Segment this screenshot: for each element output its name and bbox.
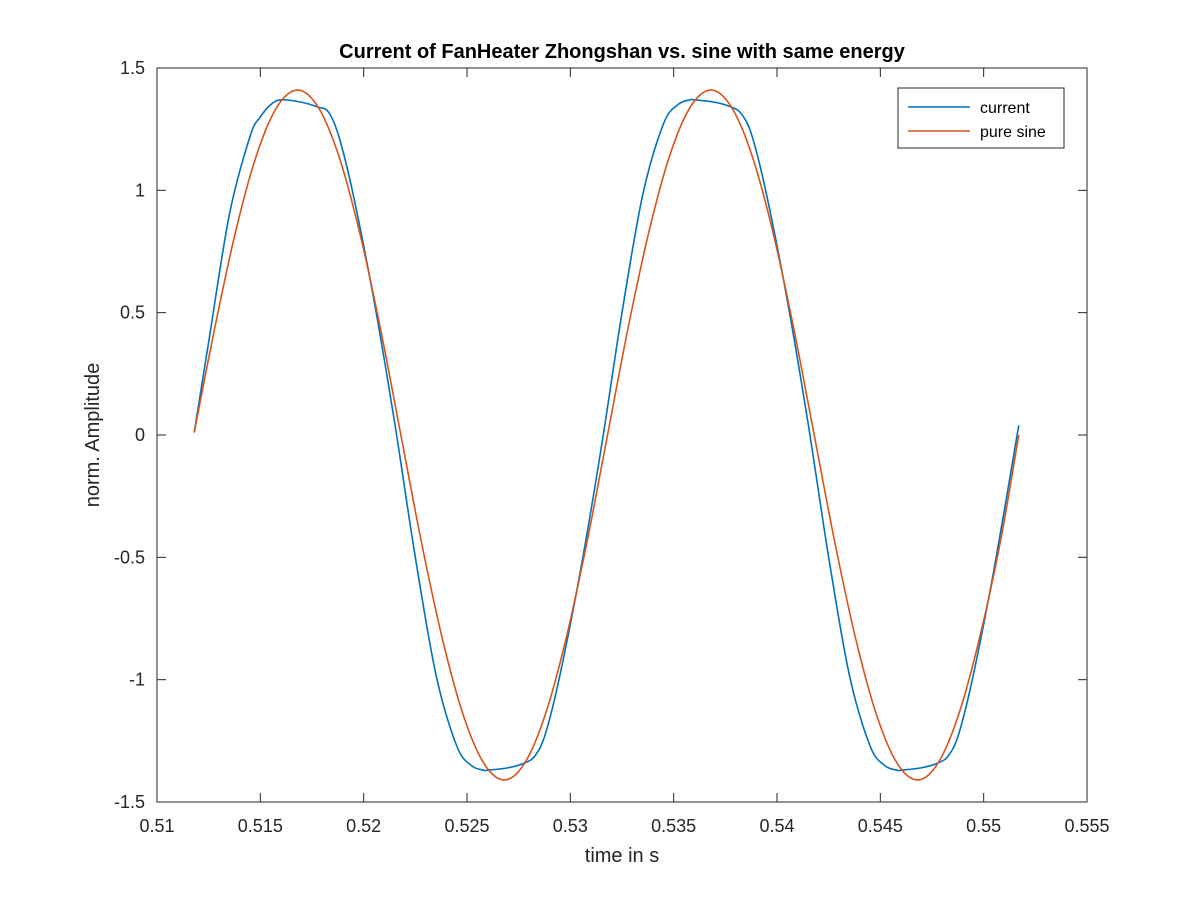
x-tick-label: 0.52 bbox=[346, 816, 381, 836]
x-tick-label: 0.535 bbox=[651, 816, 696, 836]
x-tick-label: 0.54 bbox=[759, 816, 794, 836]
y-tick-label: -1.5 bbox=[114, 792, 145, 812]
x-tick-label: 0.53 bbox=[553, 816, 588, 836]
x-tick-label: 0.515 bbox=[238, 816, 283, 836]
x-tick-label: 0.555 bbox=[1064, 816, 1109, 836]
y-tick-label: -0.5 bbox=[114, 547, 145, 567]
x-tick-label: 0.525 bbox=[444, 816, 489, 836]
legend: current pure sine bbox=[897, 87, 1065, 149]
y-tick-label: 0.5 bbox=[120, 303, 145, 323]
chart-title: Current of FanHeater Zhongshan vs. sine … bbox=[339, 41, 906, 63]
plot-area bbox=[157, 68, 1087, 802]
series-line-0 bbox=[193, 98, 1020, 772]
y-tick-label: -1 bbox=[129, 670, 145, 690]
x-axis-label: time in s bbox=[585, 845, 659, 867]
ticks-layer: 0.51 0.515 0.52 0.525 0.53 0.535 0.54 0.545 0.55… bbox=[114, 58, 1110, 836]
y-tick-label: 0 bbox=[135, 425, 145, 445]
x-tick-label: 0.51 bbox=[139, 816, 174, 836]
series-line-1 bbox=[193, 89, 1020, 781]
legend-label: pure sine bbox=[980, 124, 1046, 141]
legend-label: current bbox=[980, 100, 1030, 117]
x-tick-label: 0.55 bbox=[966, 816, 1001, 836]
y-tick-label: 1.5 bbox=[120, 58, 145, 78]
legend-box bbox=[897, 87, 1065, 149]
series-layer bbox=[193, 89, 1020, 781]
y-axis-label: norm. Amplitude bbox=[82, 363, 104, 508]
x-tick-label: 0.545 bbox=[858, 816, 903, 836]
y-tick-label: 1 bbox=[135, 180, 145, 200]
